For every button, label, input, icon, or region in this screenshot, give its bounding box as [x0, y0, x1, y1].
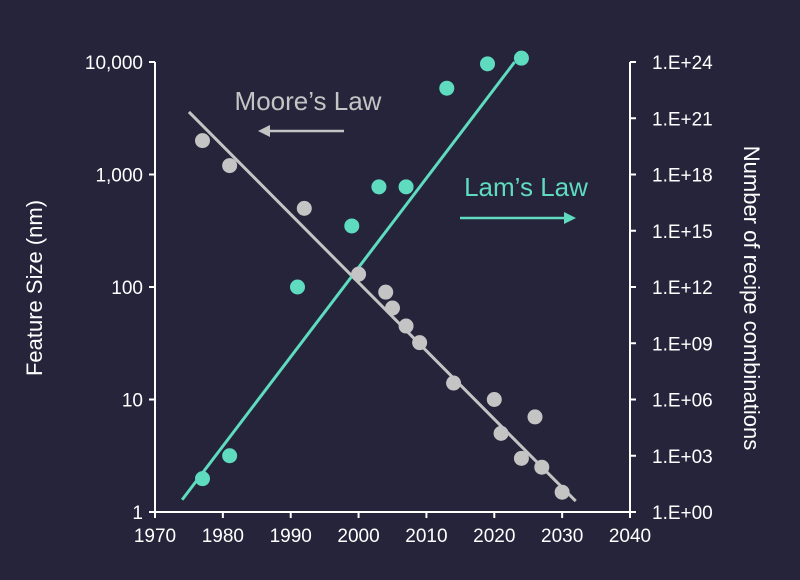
moore-s-law-point [222, 158, 238, 174]
lam-s-law-point [398, 179, 414, 195]
moore-s-law-point [378, 284, 394, 300]
lam-s-law-point [195, 471, 210, 487]
moore-s-law-point [534, 459, 550, 475]
x-tick-label: 1990 [270, 526, 312, 547]
lam-s-law-point [480, 56, 495, 72]
moore-s-law-point [493, 425, 509, 441]
annotations: Moore’s Law Lam’s Law [235, 86, 588, 224]
y-right-tick-label: 1.E+09 [652, 334, 713, 355]
moore-s-law-trend-line [187, 110, 577, 503]
moore-s-law-point [351, 266, 367, 282]
moores-law-arrow-head [258, 125, 270, 137]
y-left-tick-label: 10 [122, 391, 143, 412]
y-left-tick-label: 10,000 [85, 53, 143, 74]
lam-s-law-point [344, 218, 360, 234]
lam-s-law-point [513, 50, 529, 66]
moore-s-law-point [412, 335, 428, 351]
lam-s-law-point [371, 179, 387, 195]
x-tick-label: 2020 [473, 526, 515, 547]
lam-s-law-point [222, 448, 238, 464]
y-right-tick-label: 1.E+24 [652, 53, 713, 74]
tick-labels: 1970 1980 1990 2000 2010 2020 2030 2040 1 10 100 1,… [85, 53, 713, 547]
moore-s-law-point [296, 200, 312, 216]
y-right-tick-label: 1.E+03 [652, 447, 713, 468]
y-right-tick-label: 1.E+06 [652, 391, 713, 412]
x-tick-label: 2030 [541, 526, 583, 547]
y-right-tick-label: 1.E+18 [652, 166, 713, 187]
lam-s-law-point [290, 279, 305, 295]
data-points [195, 50, 570, 500]
trend-lines [180, 61, 577, 503]
y-axis-right-label: Number of recipe combinations [739, 146, 764, 450]
plot-frame [149, 61, 636, 518]
y-left-tick-label: 1 [132, 503, 143, 524]
y-axis-left-label: Feature Size (nm) [22, 200, 47, 376]
moore-s-law-point [554, 484, 570, 500]
moore-s-law-point [513, 450, 529, 466]
x-tick-label: 2010 [405, 526, 447, 547]
y-right-tick-label: 1.E+00 [652, 503, 713, 524]
x-tick-label: 1970 [134, 526, 176, 547]
x-tick-label: 1980 [202, 526, 244, 547]
moore-s-law-point [195, 133, 210, 149]
lams-law-label: Lam’s Law [464, 172, 588, 202]
lam-s-law-point [439, 80, 455, 96]
y-right-tick-label: 1.E+12 [652, 278, 713, 299]
moore-s-law-point [385, 300, 400, 316]
y-left-tick-label: 100 [111, 278, 143, 299]
lams-law-arrow-head [564, 212, 576, 224]
moore-s-law-point [527, 409, 543, 425]
y-right-tick-label: 1.E+15 [652, 222, 713, 243]
moore-s-law-point [398, 318, 414, 334]
moore-s-law-point [446, 375, 462, 391]
moore-s-law-point [486, 392, 502, 407]
moores-law-label: Moore’s Law [235, 86, 382, 116]
x-tick-label: 2040 [609, 526, 651, 547]
y-left-tick-label: 1,000 [95, 166, 143, 187]
y-right-tick-label: 1.E+21 [652, 109, 713, 130]
lam-s-law-trend-line [180, 61, 516, 501]
x-tick-label: 2000 [337, 526, 379, 547]
